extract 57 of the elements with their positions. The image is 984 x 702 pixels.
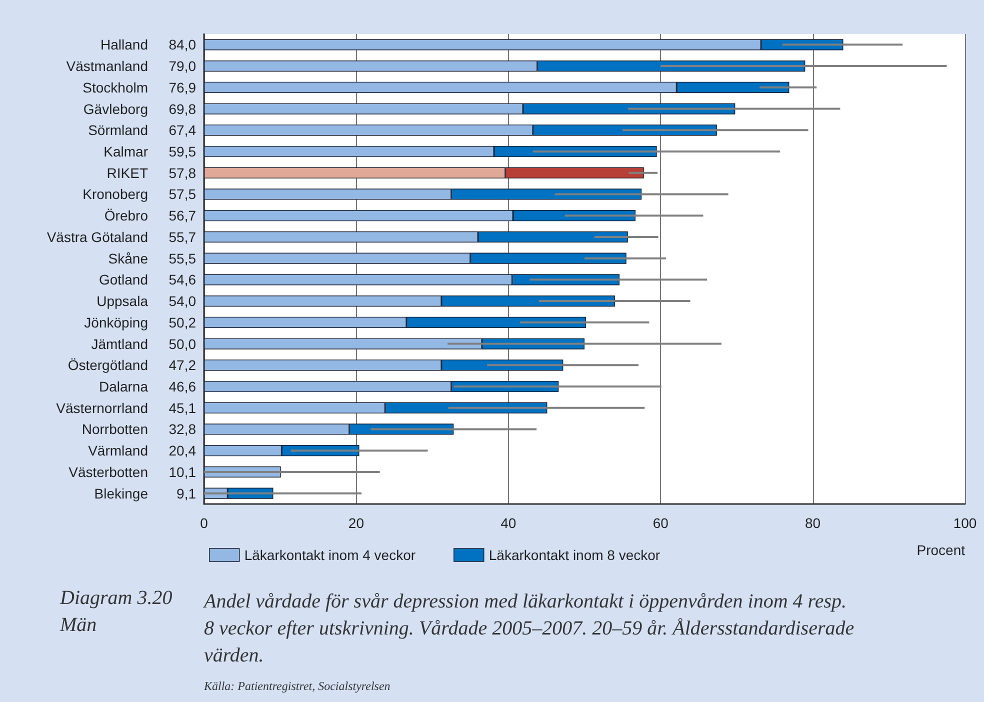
y-tick-label: RIKET	[106, 164, 148, 181]
total-label: 57,8	[168, 164, 196, 181]
total-label: 59,5	[168, 144, 196, 160]
legend-label: Läkarkontakt inom 4 veckor	[244, 547, 416, 563]
y-tick-label: Kronoberg	[82, 186, 148, 202]
total-label: 56,7	[168, 208, 196, 224]
x-tick-label: 60	[652, 515, 669, 531]
total-label: 46,6	[168, 378, 196, 394]
total-label: 69,8	[168, 100, 196, 117]
total-label: 67,4	[168, 122, 196, 138]
y-tick-label: Värmland	[88, 442, 148, 459]
y-tick-label: Jämtland	[91, 336, 148, 352]
x-tick-label: 20	[348, 515, 364, 531]
total-label: 79,0	[168, 58, 196, 74]
y-tick-label: Norrbotten	[82, 421, 148, 438]
legend-label: Läkarkontakt inom 8 veckor	[488, 547, 660, 563]
total-label: 54,6	[168, 272, 196, 288]
y-tick-label: Uppsala	[96, 293, 148, 310]
total-label: 76,9	[168, 79, 196, 96]
total-label: 50,0	[168, 336, 196, 352]
x-tick-label: 80	[805, 515, 821, 531]
y-tick-label: Kalmar	[104, 144, 148, 160]
total-label: 32,8	[168, 421, 196, 438]
total-label: 50,2	[168, 314, 196, 330]
y-tick-label: Stockholm	[82, 79, 148, 96]
text: Män	[59, 614, 97, 636]
total-label: 10,1	[168, 464, 196, 480]
y-tick-label: Dalarna	[98, 378, 148, 394]
text: Källa: Patientregistret, Socialstyrelsen	[203, 679, 390, 693]
y-tick-label: Västmanland	[66, 58, 148, 74]
total-label: 45,1	[168, 400, 196, 416]
total-label: 47,2	[168, 357, 196, 374]
total-label: 55,7	[168, 228, 196, 245]
y-tick-label: Halland	[100, 36, 148, 53]
total-label: 9,1	[176, 485, 196, 502]
total-label: 84,0	[168, 36, 196, 53]
y-tick-label: Västernorrland	[56, 400, 148, 416]
total-label: 20,4	[168, 442, 196, 459]
y-tick-label: Örebro	[104, 208, 148, 224]
x-tick-label: 40	[500, 515, 516, 531]
total-label: 57,5	[168, 186, 196, 202]
total-label: 54,0	[168, 293, 196, 310]
total-label: 55,5	[168, 250, 196, 266]
x-tick-label: 100	[953, 515, 977, 531]
y-tick-label: Gävleborg	[83, 100, 148, 117]
y-tick-label: Östergötland	[68, 357, 148, 374]
y-tick-label: Sörmland	[88, 122, 148, 138]
y-tick-label: Jönköping	[84, 314, 148, 330]
y-tick-label: Skåne	[108, 250, 148, 266]
x-tick-label: 0	[200, 515, 208, 531]
text: Andel vårdade för svår depression med läkarkontakt i öppenvården inom 4 resp. 8 veckor efter utskrivning. Vårdade 2005–2007. 20–59 år. Åldersstandardiserade värden.	[202, 590, 860, 666]
y-tick-label: Blekinge	[94, 485, 148, 502]
y-tick-label: Västra Götaland	[46, 228, 148, 245]
x-axis-title: Procent	[916, 542, 966, 558]
text: Diagram 3.20	[59, 587, 172, 609]
y-tick-label: Gotland	[98, 272, 148, 288]
y-tick-label: Västerbotten	[68, 464, 148, 480]
